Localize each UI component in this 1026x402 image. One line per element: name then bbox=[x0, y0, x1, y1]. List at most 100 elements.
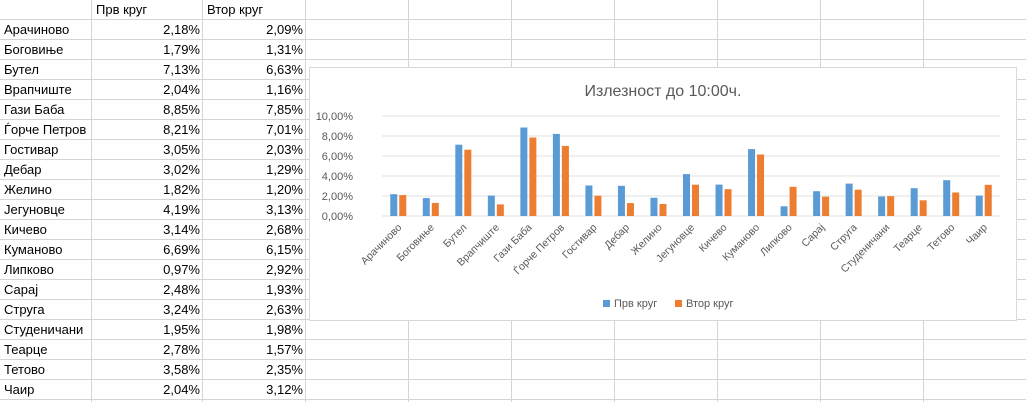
second-round-value-cell[interactable]: 1,98% bbox=[266, 322, 303, 337]
municipality-cell[interactable]: Дебар bbox=[4, 162, 42, 177]
municipality-cell[interactable]: Арачиново bbox=[4, 22, 70, 37]
x-tick-label: Липково bbox=[758, 222, 795, 259]
legend-swatch bbox=[603, 300, 610, 307]
bar-first-round bbox=[943, 180, 951, 216]
legend-entry: Прв круг bbox=[614, 298, 657, 310]
second-round-value-cell[interactable]: 1,31% bbox=[266, 42, 303, 57]
second-round-value-cell[interactable]: 3,13% bbox=[266, 202, 303, 217]
first-round-value-cell[interactable]: 7,13% bbox=[163, 62, 200, 77]
bar-second-round bbox=[399, 195, 407, 216]
chart-title: Излезност до 10:00ч. bbox=[585, 83, 742, 100]
municipality-cell[interactable]: Бутел bbox=[4, 62, 39, 77]
second-round-value-cell[interactable]: 6,63% bbox=[266, 62, 303, 77]
municipality-cell[interactable]: Студеничани bbox=[4, 322, 84, 337]
municipality-cell[interactable]: Струга bbox=[4, 302, 45, 317]
bar-first-round bbox=[845, 183, 853, 216]
municipality-cell[interactable]: Гостивар bbox=[4, 142, 59, 157]
second-round-value-cell[interactable]: 2,35% bbox=[266, 362, 303, 377]
second-round-value-cell[interactable]: 1,57% bbox=[266, 342, 303, 357]
header-cell-first-round[interactable]: Прв круг bbox=[96, 2, 148, 17]
second-round-value-cell[interactable]: 7,01% bbox=[266, 122, 303, 137]
first-round-value-cell[interactable]: 3,58% bbox=[163, 362, 200, 377]
first-round-value-cell[interactable]: 2,04% bbox=[163, 382, 200, 397]
first-round-value-cell[interactable]: 3,14% bbox=[163, 222, 200, 237]
bar-first-round bbox=[520, 127, 528, 216]
first-round-value-cell[interactable]: 1,82% bbox=[163, 182, 200, 197]
second-round-value-cell[interactable]: 7,85% bbox=[266, 102, 303, 117]
first-round-value-cell[interactable]: 1,95% bbox=[163, 322, 200, 337]
bar-second-round bbox=[464, 149, 472, 216]
second-round-value-cell[interactable]: 3,12% bbox=[266, 382, 303, 397]
bar-second-round bbox=[594, 195, 602, 216]
bar-second-round bbox=[626, 203, 634, 216]
second-round-value-cell[interactable]: 2,09% bbox=[266, 22, 303, 37]
second-round-value-cell[interactable]: 1,16% bbox=[266, 82, 303, 97]
y-tick-label: 0,00% bbox=[322, 211, 353, 223]
bar-second-round bbox=[529, 137, 537, 216]
municipality-cell[interactable]: Желино bbox=[4, 182, 52, 197]
municipality-cell[interactable]: Јегуновце bbox=[4, 202, 65, 217]
first-round-value-cell[interactable]: 2,78% bbox=[163, 342, 200, 357]
bar-second-round bbox=[496, 204, 504, 216]
municipality-cell[interactable]: Ѓорче Петров bbox=[4, 122, 87, 137]
municipality-cell[interactable]: Гази Баба bbox=[4, 102, 65, 117]
first-round-value-cell[interactable]: 8,85% bbox=[163, 102, 200, 117]
municipality-cell[interactable]: Тетово bbox=[4, 362, 46, 377]
y-tick-label: 10,00% bbox=[316, 111, 354, 123]
first-round-value-cell[interactable]: 8,21% bbox=[163, 122, 200, 137]
municipality-cell[interactable]: Врапчиште bbox=[4, 82, 72, 97]
first-round-value-cell[interactable]: 2,48% bbox=[163, 282, 200, 297]
municipality-cell[interactable]: Куманово bbox=[4, 242, 63, 257]
first-round-value-cell[interactable]: 2,18% bbox=[163, 22, 200, 37]
first-round-value-cell[interactable]: 3,05% bbox=[163, 142, 200, 157]
x-tick-label: Тетово bbox=[925, 222, 957, 254]
x-tick-label: Дебар bbox=[602, 222, 632, 252]
bar-first-round bbox=[487, 195, 495, 216]
municipality-cell[interactable]: Липково bbox=[4, 262, 54, 277]
x-tick-label: Бутел bbox=[441, 222, 469, 250]
bar-first-round bbox=[683, 174, 690, 216]
bar-first-round bbox=[422, 198, 430, 216]
second-round-value-cell[interactable]: 2,92% bbox=[266, 262, 303, 277]
first-round-value-cell[interactable]: 3,24% bbox=[163, 302, 200, 317]
chart-canvas: Излезност до 10:00ч. 0,00% 2,00% 4,00% 6,00%… bbox=[316, 83, 1000, 310]
header-cell-second-round[interactable]: Втор круг bbox=[207, 2, 264, 17]
municipality-cell[interactable]: Чаир bbox=[4, 382, 35, 397]
x-tick-label: Теарце bbox=[892, 222, 925, 255]
municipality-cell[interactable]: Теарце bbox=[4, 342, 48, 357]
first-round-value-cell[interactable]: 3,02% bbox=[163, 162, 200, 177]
bar-second-round bbox=[854, 189, 862, 216]
second-round-value-cell[interactable]: 6,15% bbox=[266, 242, 303, 257]
x-tick-label: Арачиново bbox=[359, 222, 405, 268]
bar-first-round bbox=[748, 149, 756, 216]
first-round-value-cell[interactable]: 4,19% bbox=[163, 202, 200, 217]
bar-second-round bbox=[822, 196, 830, 216]
bar-first-round bbox=[650, 197, 658, 216]
bar-second-round bbox=[919, 200, 927, 216]
y-tick-label: 6,00% bbox=[322, 151, 353, 163]
y-tick-label: 2,00% bbox=[322, 191, 353, 203]
first-round-value-cell[interactable]: 6,69% bbox=[163, 242, 200, 257]
second-round-value-cell[interactable]: 2,03% bbox=[266, 142, 303, 157]
municipality-cell[interactable]: Кичево bbox=[4, 222, 47, 237]
second-round-value-cell[interactable]: 2,68% bbox=[266, 222, 303, 237]
second-round-value-cell[interactable]: 2,63% bbox=[266, 302, 303, 317]
bar-first-round bbox=[975, 195, 983, 216]
first-round-value-cell[interactable]: 0,97% bbox=[163, 262, 200, 277]
second-round-value-cell[interactable]: 1,20% bbox=[266, 182, 303, 197]
first-round-value-cell[interactable]: 1,79% bbox=[163, 42, 200, 57]
bar-second-round bbox=[659, 204, 667, 216]
bar-second-round bbox=[887, 196, 895, 216]
turnout-chart[interactable]: Излезност до 10:00ч. 0,00% 2,00% 4,00% 6,00%… bbox=[309, 67, 1017, 321]
second-round-value-cell[interactable]: 1,93% bbox=[266, 282, 303, 297]
municipality-cell[interactable]: Боговиње bbox=[4, 42, 64, 57]
bar-second-round bbox=[757, 154, 765, 216]
bar-first-round bbox=[455, 144, 463, 216]
y-tick-label: 8,00% bbox=[322, 131, 353, 143]
bar-second-round bbox=[431, 202, 439, 216]
second-round-value-cell[interactable]: 1,29% bbox=[266, 162, 303, 177]
municipality-cell[interactable]: Сарај bbox=[4, 282, 39, 297]
first-round-value-cell[interactable]: 2,04% bbox=[163, 82, 200, 97]
bar-second-round bbox=[724, 189, 732, 216]
bar-first-round bbox=[585, 185, 593, 216]
